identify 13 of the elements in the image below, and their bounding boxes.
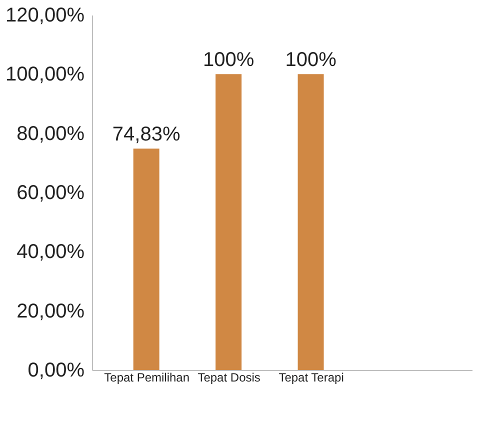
y-tick-label: 0,00% [28,360,85,382]
y-tick-label: 40,00% [16,241,85,264]
x-tick-label: Tepat Pemilihan [104,370,190,384]
data-label: 100% [285,49,337,72]
x-tick-label: Tepat Dosis [198,370,260,384]
y-tick-label: 120,00% [6,4,85,26]
data-label: 100% [202,49,254,72]
y-tick-label: 20,00% [16,300,85,322]
y-tick-label: 100,00% [6,64,85,86]
y-tick-label: 60,00% [16,182,85,204]
data-label: 74,83% [112,124,180,146]
y-tick-label: 80,00% [16,122,85,145]
x-tick-label: Tepat Terapi [278,370,344,384]
